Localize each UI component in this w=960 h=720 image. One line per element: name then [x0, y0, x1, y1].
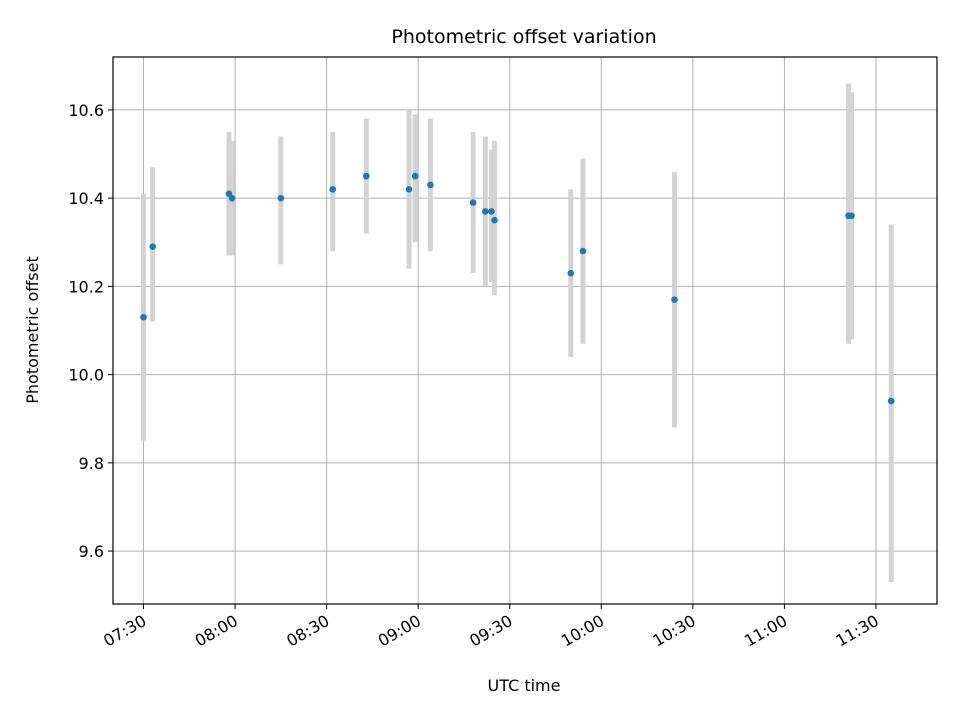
data-point	[567, 269, 575, 277]
data-point	[427, 181, 434, 189]
y-tick-label: 10.2	[68, 277, 104, 296]
grid-layer	[113, 57, 937, 604]
chart-title: Photometric offset variation	[391, 26, 656, 48]
y-tick-label: 10.4	[68, 189, 104, 208]
y-axis-label: Photometric offset	[23, 256, 42, 404]
x-axis-label: UTC time	[488, 676, 561, 695]
data-point	[140, 313, 147, 321]
plot-frame	[112, 56, 938, 605]
data-point	[579, 247, 587, 255]
data-point	[277, 194, 285, 202]
y-tick-label: 10.0	[68, 366, 104, 385]
data-point	[149, 243, 156, 250]
data-point	[228, 194, 236, 202]
data-point	[488, 208, 495, 215]
data-point	[848, 212, 855, 220]
y-tick-label: 9.6	[79, 542, 104, 561]
point-layer	[140, 172, 895, 405]
y-tick-label: 9.8	[79, 454, 104, 473]
data-point	[671, 296, 678, 303]
data-point	[482, 208, 489, 215]
y-tick-label: 10.6	[68, 101, 104, 120]
data-point	[469, 199, 477, 206]
data-point	[329, 186, 337, 193]
data-point	[491, 216, 498, 224]
data-point	[363, 172, 370, 180]
data-point	[411, 172, 419, 180]
data-point	[887, 397, 895, 405]
data-point	[405, 186, 413, 193]
